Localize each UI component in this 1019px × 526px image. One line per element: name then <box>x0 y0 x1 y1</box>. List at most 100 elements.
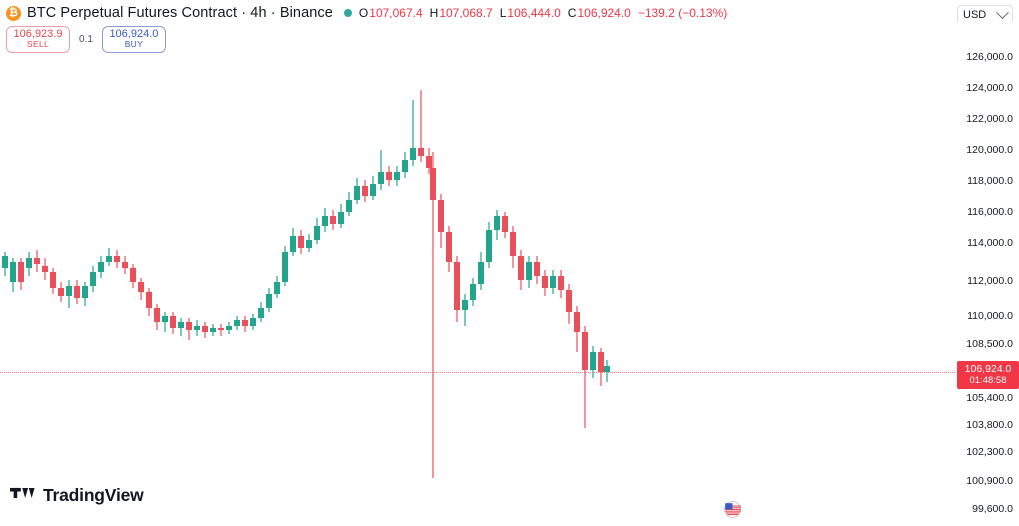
ohlc-change-value: −139.2 (−0.13%) <box>637 6 728 20</box>
candle-body <box>542 276 548 288</box>
candle-body <box>106 256 112 262</box>
ohlc-open-value: 107,067.4 <box>369 6 423 20</box>
ohlc-values: O 107,067.4 H 107,068.7 L 106,444.0 C 106,92… <box>359 6 734 20</box>
candle-body <box>274 282 280 294</box>
candle-body <box>242 320 248 326</box>
ohlc-high-key: H <box>429 6 439 20</box>
candle-body <box>202 326 208 332</box>
candle-body <box>186 322 192 330</box>
candle-body <box>178 322 184 328</box>
price-scale-label: 108,500.0 <box>966 338 1013 350</box>
candle-body <box>322 216 328 226</box>
current-price-badge[interactable]: 106,924.0 01:48:58 <box>957 361 1019 389</box>
candle-body <box>582 332 588 370</box>
live-status-dot <box>343 9 352 17</box>
chart-canvas[interactable] <box>0 22 955 526</box>
buy-price: 106,924.0 <box>109 27 159 40</box>
price-scale-label: 114,000.0 <box>967 237 1013 249</box>
price-scale-label: 118,000.0 <box>967 175 1013 187</box>
candle-body <box>446 232 452 262</box>
sell-button[interactable]: 106,923.9 SELL <box>6 25 70 53</box>
last-price-line <box>0 372 955 373</box>
candle-body <box>362 186 368 196</box>
candle-body <box>454 262 460 310</box>
candle-body <box>234 320 240 326</box>
candle-body <box>82 286 88 298</box>
ohlc-close-value: 106,924.0 <box>577 6 631 20</box>
candle-body <box>550 276 556 288</box>
price-scale-label: 120,000.0 <box>966 144 1013 156</box>
candle-body <box>330 216 336 224</box>
candle-body <box>66 286 72 296</box>
candle-body <box>494 216 500 230</box>
price-scale-label: 99,600.0 <box>972 503 1013 515</box>
tradingview-logo[interactable]: TradingView <box>10 484 144 506</box>
candle-body <box>122 262 128 268</box>
candle-body <box>478 262 484 284</box>
candle-body <box>518 256 524 280</box>
ohlc-high-value: 107,068.7 <box>439 6 493 20</box>
candle-body <box>34 258 40 264</box>
ohlc-open-key: O <box>358 6 369 20</box>
spread-value: 0.1 <box>79 33 93 45</box>
sell-label: SELL <box>27 39 49 50</box>
candle-body <box>138 282 144 292</box>
candle-body <box>226 326 232 330</box>
candle-body <box>598 352 604 372</box>
chart-legend: ₿ BTC Perpetual Futures Contract · 4h · … <box>6 3 734 23</box>
candle-body <box>604 366 610 372</box>
bar-countdown: 01:48:58 <box>969 375 1007 386</box>
price-scale-label: 112,000.0 <box>967 275 1013 287</box>
buy-label: BUY <box>124 39 144 50</box>
candle-body <box>338 212 344 224</box>
candle-body <box>18 262 24 282</box>
candle-body <box>114 256 120 262</box>
price-scale-label: 102,300.0 <box>966 446 1013 458</box>
candle-body <box>510 232 516 256</box>
price-scale-label: 103,800.0 <box>966 419 1013 431</box>
candle-body <box>438 200 444 232</box>
candle-body <box>534 262 540 276</box>
candle-body <box>194 326 200 330</box>
candle-body <box>290 236 296 252</box>
chevron-down-icon <box>996 5 1009 19</box>
tradingview-logo-icon <box>10 485 36 506</box>
price-scale-label: 100,900.0 <box>966 475 1013 487</box>
candle-body <box>354 186 360 200</box>
candle-body <box>590 352 596 370</box>
candle-body <box>394 172 400 180</box>
candle-body <box>566 290 572 312</box>
price-scale-label: 116,000.0 <box>967 206 1013 218</box>
candle-body <box>2 256 8 268</box>
candle-body <box>146 292 152 308</box>
candle-body <box>130 268 136 282</box>
candle-body <box>558 276 564 290</box>
candle-body <box>526 262 532 280</box>
candle-body <box>410 148 416 160</box>
candle-body <box>258 308 264 318</box>
candle-body <box>430 168 436 200</box>
current-price-value: 106,924.0 <box>964 363 1012 375</box>
candle-body <box>154 308 160 322</box>
candle-body <box>162 316 168 322</box>
candle-body <box>402 160 408 172</box>
candle-body <box>218 328 224 330</box>
ohlc-close-key: C <box>567 6 577 20</box>
candle-body <box>370 184 376 196</box>
price-scale-label: 124,000.0 <box>966 82 1013 94</box>
candle-body <box>42 266 48 272</box>
candle-body <box>346 200 352 212</box>
ohlc-low-value: 106,444.0 <box>507 6 561 20</box>
buy-button[interactable]: 106,924.0 BUY <box>101 25 166 53</box>
bitcoin-icon: ₿ <box>6 5 21 21</box>
candle-body <box>90 272 96 286</box>
candle-body <box>282 252 288 282</box>
us-flag-icon[interactable] <box>724 501 741 518</box>
sell-price: 106,923.9 <box>13 27 63 40</box>
tradingview-logo-text: TradingView <box>43 484 144 505</box>
price-scale[interactable]: 126,000.0 124,000.0 122,000.0 120,000.0 118,… <box>955 22 1019 526</box>
candle-body <box>210 328 216 332</box>
candle-body <box>378 172 384 184</box>
candle-body <box>170 316 176 328</box>
symbol-title[interactable]: BTC Perpetual Futures Contract · 4h · Bi… <box>27 5 333 21</box>
